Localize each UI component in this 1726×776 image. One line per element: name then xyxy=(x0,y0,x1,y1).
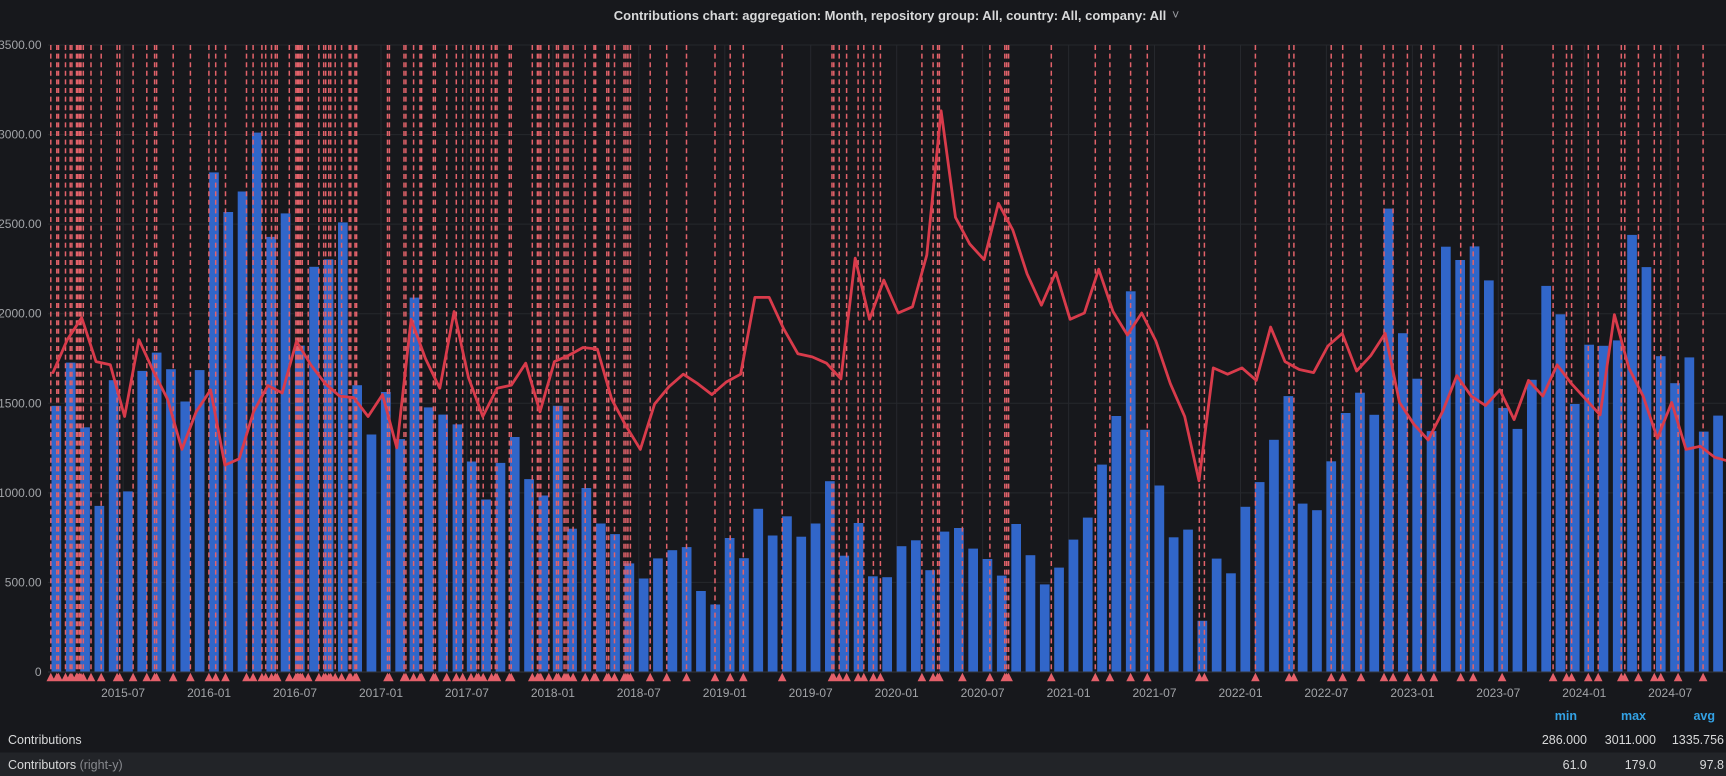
svg-text:0: 0 xyxy=(35,665,42,679)
svg-text:min: min xyxy=(1555,709,1577,723)
svg-text:2024-01: 2024-01 xyxy=(1562,686,1606,700)
svg-text:3500.00: 3500.00 xyxy=(0,38,42,52)
svg-text:Contributions: Contributions xyxy=(8,733,82,747)
svg-text:2020-01: 2020-01 xyxy=(875,686,919,700)
svg-text:2500.00: 2500.00 xyxy=(0,217,42,231)
svg-text:2019-07: 2019-07 xyxy=(789,686,833,700)
svg-text:avg: avg xyxy=(1693,709,1715,723)
svg-text:1500.00: 1500.00 xyxy=(0,396,42,410)
svg-text:500.00: 500.00 xyxy=(5,575,42,589)
svg-text:2017-01: 2017-01 xyxy=(359,686,403,700)
svg-text:3000.00: 3000.00 xyxy=(0,128,42,142)
svg-text:2021-07: 2021-07 xyxy=(1132,686,1176,700)
svg-text:2021-01: 2021-01 xyxy=(1047,686,1091,700)
svg-text:2022-01: 2022-01 xyxy=(1218,686,1262,700)
svg-text:max: max xyxy=(1621,709,1646,723)
svg-text:2018-07: 2018-07 xyxy=(617,686,661,700)
svg-text:2000.00: 2000.00 xyxy=(0,307,42,321)
svg-text:1000.00: 1000.00 xyxy=(0,486,42,500)
svg-text:2018-01: 2018-01 xyxy=(531,686,575,700)
svg-text:Contributors (right-y): Contributors (right-y) xyxy=(8,758,123,772)
svg-text:286.000: 286.000 xyxy=(1542,733,1587,747)
svg-text:2015-07: 2015-07 xyxy=(101,686,145,700)
svg-text:61.0: 61.0 xyxy=(1563,758,1587,772)
svg-text:2019-01: 2019-01 xyxy=(703,686,747,700)
svg-text:2024-07: 2024-07 xyxy=(1648,686,1692,700)
svg-text:179.0: 179.0 xyxy=(1625,758,1656,772)
svg-text:Contributions chart: aggregati: Contributions chart: aggregation: Month,… xyxy=(614,8,1167,23)
svg-text:2023-01: 2023-01 xyxy=(1390,686,1434,700)
svg-text:2016-01: 2016-01 xyxy=(187,686,231,700)
svg-text:2022-07: 2022-07 xyxy=(1304,686,1348,700)
svg-text:2017-07: 2017-07 xyxy=(445,686,489,700)
svg-text:˅: ˅ xyxy=(1172,8,1179,22)
svg-text:97.8: 97.8 xyxy=(1700,758,1724,772)
svg-text:2016-07: 2016-07 xyxy=(273,686,317,700)
svg-text:3011.000: 3011.000 xyxy=(1605,733,1656,747)
svg-text:2023-07: 2023-07 xyxy=(1476,686,1520,700)
svg-text:1335.756: 1335.756 xyxy=(1672,733,1724,747)
svg-text:2020-07: 2020-07 xyxy=(961,686,1005,700)
